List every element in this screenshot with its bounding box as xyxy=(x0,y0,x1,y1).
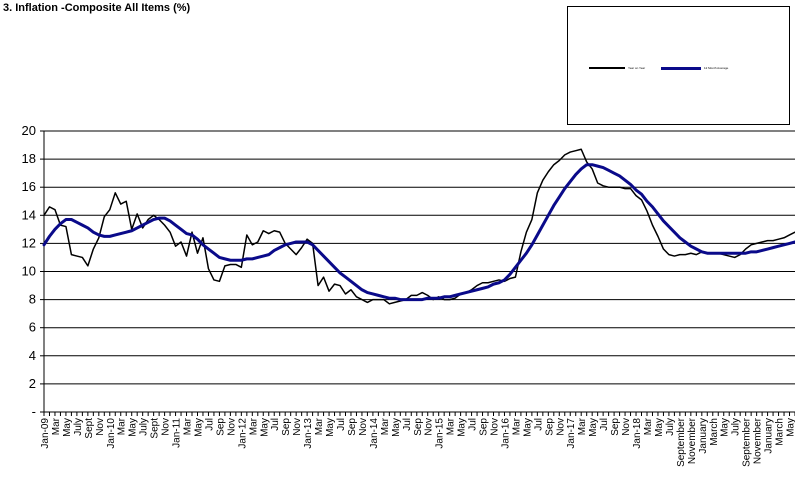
y-tick-label: 8 xyxy=(29,292,36,307)
legend-entry-avg: 12 Month Average xyxy=(661,63,728,73)
legend: Year on Year 12 Month Average xyxy=(567,6,790,125)
x-tick-label: Nov xyxy=(424,418,435,436)
x-tick-label: May xyxy=(457,418,468,437)
x-tick-label: Nov xyxy=(555,418,566,436)
x-tick-label: November xyxy=(753,417,764,464)
x-tick-label: Sep xyxy=(281,418,292,436)
x-tick-label: Jul xyxy=(270,418,281,431)
x-tick-label: May xyxy=(325,418,336,437)
x-tick-label: May xyxy=(522,418,533,437)
x-tick-label: Sep xyxy=(544,418,555,436)
y-tick-label: 4 xyxy=(29,348,36,363)
x-tick-label: Mar xyxy=(248,417,259,435)
x-tick-label: Mar xyxy=(380,417,391,435)
x-tick-label: May xyxy=(654,418,665,437)
legend-label-avg: 12 Month Average xyxy=(704,66,729,70)
x-tick-label: Jan-17 xyxy=(566,418,577,449)
x-tick-label: Jan-11 xyxy=(172,418,183,448)
x-tick-label: May xyxy=(259,418,270,437)
x-tick-label: May xyxy=(720,418,731,437)
x-tick-label: May xyxy=(128,418,139,437)
x-tick-label: Jul xyxy=(336,418,347,431)
x-tick-label: May xyxy=(786,418,795,437)
chart-title: 3. Inflation -Composite All Items (%) xyxy=(3,2,191,14)
x-tick-label: Sep xyxy=(479,418,490,436)
x-tick-label: Jan-16 xyxy=(500,418,511,449)
x-tick-label: Jul xyxy=(402,418,413,431)
x-tick-label: July xyxy=(665,418,676,436)
x-tick-label: May xyxy=(193,418,204,437)
x-tick-label: Sept xyxy=(150,418,161,439)
y-tick-label: 2 xyxy=(29,376,36,391)
legend-entry-yoy: Year on Year xyxy=(589,63,645,73)
x-tick-label: May xyxy=(391,418,402,437)
x-tick-label: Jan-14 xyxy=(369,418,380,449)
y-tick-label: 10 xyxy=(22,264,36,279)
x-tick-label: March xyxy=(709,418,720,446)
x-tick-label: January xyxy=(764,418,775,454)
x-tick-label: Mar xyxy=(511,417,522,435)
x-tick-label: July xyxy=(139,418,150,436)
x-tick-label: Jan-10 xyxy=(106,418,117,449)
x-tick-label: September xyxy=(742,417,753,467)
x-tick-label: March xyxy=(775,418,786,446)
x-tick-label: May xyxy=(62,418,73,437)
x-tick-label: Jul xyxy=(204,418,215,431)
x-tick-label: Mar xyxy=(643,417,654,435)
x-tick-label: Nov xyxy=(161,418,172,436)
legend-swatch-avg xyxy=(661,66,701,70)
y-tick-label: 6 xyxy=(29,320,36,335)
x-tick-label: Jan-09 xyxy=(40,418,51,449)
x-tick-label: Nov xyxy=(95,418,106,436)
y-tick-label: 18 xyxy=(22,151,36,166)
series-line-12-month-average xyxy=(42,163,795,302)
x-tick-label: Jan-18 xyxy=(632,418,643,449)
x-tick-label: Jul xyxy=(599,418,610,431)
legend-label-yoy: Year on Year xyxy=(628,66,646,70)
x-tick-label: Mar xyxy=(51,417,62,435)
x-tick-label: Jan-15 xyxy=(435,418,446,449)
x-tick-label: Mar xyxy=(314,417,325,435)
x-tick-label: Sep xyxy=(347,418,358,436)
series-line-year-on-year xyxy=(43,148,795,305)
x-tick-label: Mar xyxy=(183,417,194,435)
y-tick-label: 20 xyxy=(22,123,36,138)
x-tick-label: Jan-12 xyxy=(237,418,248,449)
x-tick-label: Nov xyxy=(226,418,237,436)
x-tick-label: Sep xyxy=(215,418,226,436)
x-tick-label: Sep xyxy=(413,418,424,436)
y-tick-label: 16 xyxy=(22,179,36,194)
x-tick-label: Jul xyxy=(533,418,544,431)
legend-swatch-yoy xyxy=(589,67,625,69)
x-tick-label: May xyxy=(588,418,599,437)
x-tick-label: July xyxy=(73,418,84,436)
x-tick-label: November xyxy=(687,417,698,464)
x-tick-label: January xyxy=(698,418,709,454)
x-tick-label: Mar xyxy=(446,417,457,435)
x-tick-label: Sep xyxy=(610,418,621,436)
x-tick-label: Jul xyxy=(468,418,479,431)
x-tick-label: July xyxy=(731,418,742,436)
x-tick-label: Nov xyxy=(358,418,369,436)
y-tick-label: 14 xyxy=(22,207,36,222)
y-tick-label: - xyxy=(32,404,36,419)
x-tick-label: Mar xyxy=(117,417,128,435)
x-tick-label: Nov xyxy=(292,418,303,436)
y-tick-label: 12 xyxy=(22,235,36,250)
x-tick-label: Mar xyxy=(577,417,588,435)
x-tick-label: Sept xyxy=(84,418,95,439)
x-tick-label: September xyxy=(676,417,687,467)
x-tick-label: Nov xyxy=(490,418,501,436)
x-tick-label: Jan-13 xyxy=(303,418,314,449)
x-tick-label: Nov xyxy=(621,418,632,436)
